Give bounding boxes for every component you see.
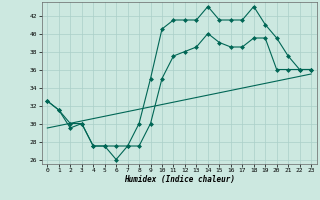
X-axis label: Humidex (Indice chaleur): Humidex (Indice chaleur) — [124, 175, 235, 184]
